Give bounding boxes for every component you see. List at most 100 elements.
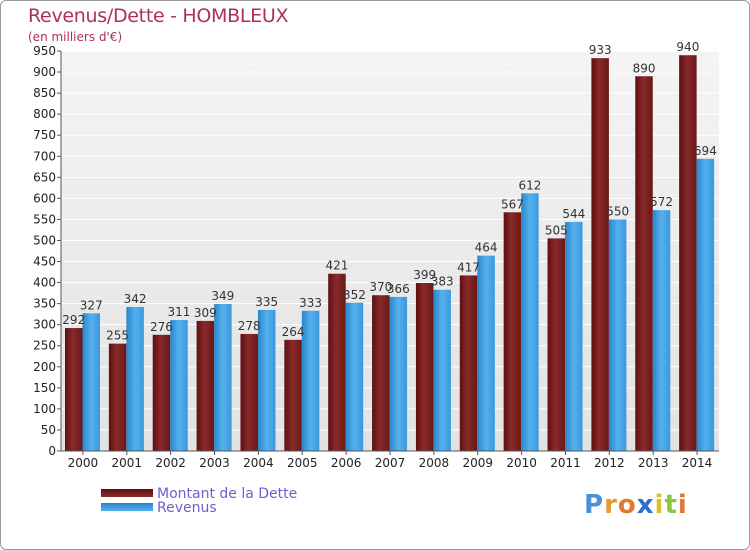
chart-title: Revenus/Dette - HOMBLEUX	[28, 5, 289, 27]
y-tick-label: 600	[33, 191, 56, 205]
logo-letter: x	[636, 490, 655, 520]
data-label-dette: 399	[413, 268, 436, 282]
x-tick-label: 2008	[419, 456, 450, 470]
x-tick-label: 2002	[155, 456, 186, 470]
bar-revenus	[126, 307, 144, 451]
bar-revenus	[652, 210, 671, 451]
y-tick-label: 250	[33, 339, 56, 353]
bar-dette	[284, 339, 302, 451]
x-tick-label: 2006	[331, 456, 362, 470]
data-label-dette: 933	[589, 43, 612, 57]
y-tick-label: 100	[33, 402, 56, 416]
x-tick-label: 2012	[594, 456, 625, 470]
data-label-revenus: 464	[475, 241, 498, 255]
y-tick-label: 450	[33, 255, 56, 269]
bar-revenus	[389, 296, 408, 451]
bar-dette	[152, 334, 171, 451]
data-label-revenus: 694	[694, 144, 717, 158]
bar-dette	[328, 273, 346, 451]
bar-dette	[196, 320, 215, 451]
y-tick-label: 0	[48, 444, 56, 458]
bar-revenus	[608, 219, 627, 451]
y-tick-label: 350	[33, 297, 56, 311]
y-tick-label: 400	[33, 276, 56, 290]
bar-revenus	[214, 304, 232, 451]
bar-dette	[108, 343, 127, 451]
data-label-revenus: 572	[650, 195, 673, 209]
y-tick-label: 50	[41, 423, 56, 437]
data-label-revenus: 612	[518, 178, 541, 192]
data-label-revenus: 366	[387, 282, 410, 296]
x-tick-label: 2003	[199, 456, 230, 470]
logo-letter: t	[664, 490, 678, 520]
logo-letter: o	[617, 490, 637, 520]
data-label-dette: 890	[633, 61, 656, 75]
bar-revenus	[433, 289, 451, 451]
legend-label-revenus: Revenus	[157, 500, 217, 516]
bar-revenus	[345, 302, 364, 451]
x-tick-label: 2010	[506, 456, 537, 470]
data-label-dette: 255	[106, 329, 129, 343]
logo-letter: i	[654, 490, 665, 520]
x-tick-label: 2014	[682, 456, 713, 470]
data-label-revenus: 550	[606, 204, 629, 218]
y-tick-label: 850	[33, 86, 56, 100]
y-tick-label: 500	[33, 233, 56, 247]
y-tick-label: 700	[33, 149, 56, 163]
chart-subtitle: (en milliers d'€)	[28, 30, 123, 44]
data-label-revenus: 544	[562, 207, 585, 221]
data-label-revenus: 327	[80, 298, 103, 312]
bar-revenus	[696, 158, 715, 451]
bar-dette	[547, 238, 566, 451]
x-tick-label: 2004	[243, 456, 274, 470]
bar-dette	[591, 58, 609, 451]
data-label-dette: 421	[325, 259, 348, 273]
bar-revenus	[301, 310, 320, 451]
bar-dette	[635, 76, 653, 452]
bar-dette	[679, 55, 697, 452]
x-tick-label: 2011	[550, 456, 581, 470]
x-tick-label: 2013	[638, 456, 669, 470]
data-label-revenus: 349	[211, 289, 234, 303]
bar-dette	[503, 212, 522, 451]
logo-letter: r	[604, 490, 618, 520]
data-label-dette: 309	[194, 306, 217, 320]
data-label-dette: 417	[457, 260, 480, 274]
y-tick-label: 550	[33, 212, 56, 226]
bar-revenus	[521, 193, 539, 451]
proxiti-logo: Proxiti	[584, 490, 688, 520]
x-tick-label: 2009	[462, 456, 493, 470]
bar-dette	[65, 328, 83, 451]
y-tick-label: 750	[33, 128, 56, 142]
data-label-dette: 278	[238, 319, 261, 333]
data-label-revenus: 352	[343, 288, 366, 302]
y-tick-label: 650	[33, 170, 56, 184]
data-label-dette: 276	[150, 320, 173, 334]
y-tick-label: 800	[33, 107, 56, 121]
y-tick-label: 300	[33, 318, 56, 332]
bar-dette	[459, 275, 478, 451]
y-tick-label: 950	[33, 44, 56, 58]
bar-revenus	[565, 221, 583, 451]
y-tick-label: 200	[33, 360, 56, 374]
data-label-dette: 567	[501, 197, 524, 211]
bar-dette	[372, 295, 390, 451]
logo-letter: P	[584, 490, 605, 520]
legend-swatch-revenus	[101, 503, 153, 511]
logo-letter: i	[677, 490, 688, 520]
x-tick-label: 2000	[68, 456, 99, 470]
x-tick-label: 2007	[375, 456, 406, 470]
data-label-dette: 505	[545, 223, 568, 237]
bar-dette	[415, 283, 434, 451]
bar-dette	[240, 333, 258, 451]
y-tick-label: 900	[33, 65, 56, 79]
x-tick-label: 2001	[112, 456, 143, 470]
data-label-revenus: 335	[255, 295, 278, 309]
data-label-revenus: 333	[299, 296, 322, 310]
bar-revenus	[82, 313, 100, 451]
data-label-dette: 940	[676, 40, 699, 54]
data-label-dette: 370	[369, 280, 392, 294]
data-label-revenus: 342	[124, 292, 147, 306]
